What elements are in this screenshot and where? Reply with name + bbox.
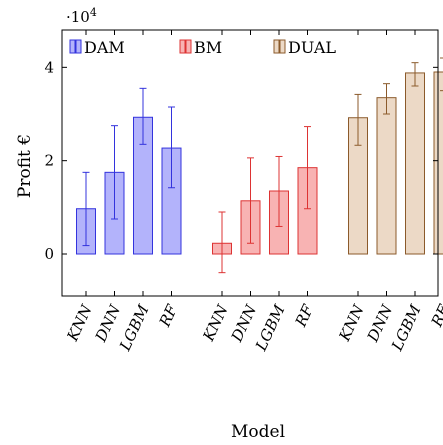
error-bar-dual-rf [440,57,443,92]
legend-label-dam: DAM [84,38,125,57]
error-bar-bm-dnn [247,157,254,244]
error-bar-dam-dnn [111,125,118,220]
error-bar-dam-rf [168,106,175,189]
y-tick-label: 0 [44,245,54,263]
x-tick-label-rf: RF [155,302,181,331]
x-tick-label-knn: KNN [63,301,96,344]
y-axis-label: Profit € [15,134,35,198]
error-bar-dual-dnn [383,83,390,115]
legend-swatch-dam [69,39,82,54]
y-tick-label: 4 [44,58,54,76]
error-bar-bm-lgbm [275,155,283,227]
x-tick-label-rf: RF [427,302,443,331]
legend-label-bm: BM [194,38,222,57]
legend-swatch-dual [273,39,286,54]
legend-swatch-bm [179,39,192,54]
legend-label-dual: DUAL [288,38,336,57]
legend-entry-dam: DAM [69,38,125,57]
x-axis-label: Model [231,422,285,442]
y-tick-label: 2 [44,152,54,170]
error-bar-dam-lgbm [139,87,147,145]
legend-entry-dual: DUAL [273,38,336,57]
error-bar-dual-lgbm [411,62,419,87]
x-tick-label-rf: RF [291,302,317,331]
error-bar-bm-rf [304,126,311,210]
error-bar-dual-knn [354,93,362,146]
bar-dual-lgbm [405,72,425,255]
x-tick-label-knn: KNN [199,301,232,344]
bar-dual-dnn [376,97,397,255]
y-multiplier: ·104 [66,6,97,26]
x-tick-label-knn: KNN [335,301,368,344]
error-bar-bm-knn [218,211,226,274]
legend-entry-bm: BM [179,38,222,57]
error-bar-dam-knn [82,171,90,247]
